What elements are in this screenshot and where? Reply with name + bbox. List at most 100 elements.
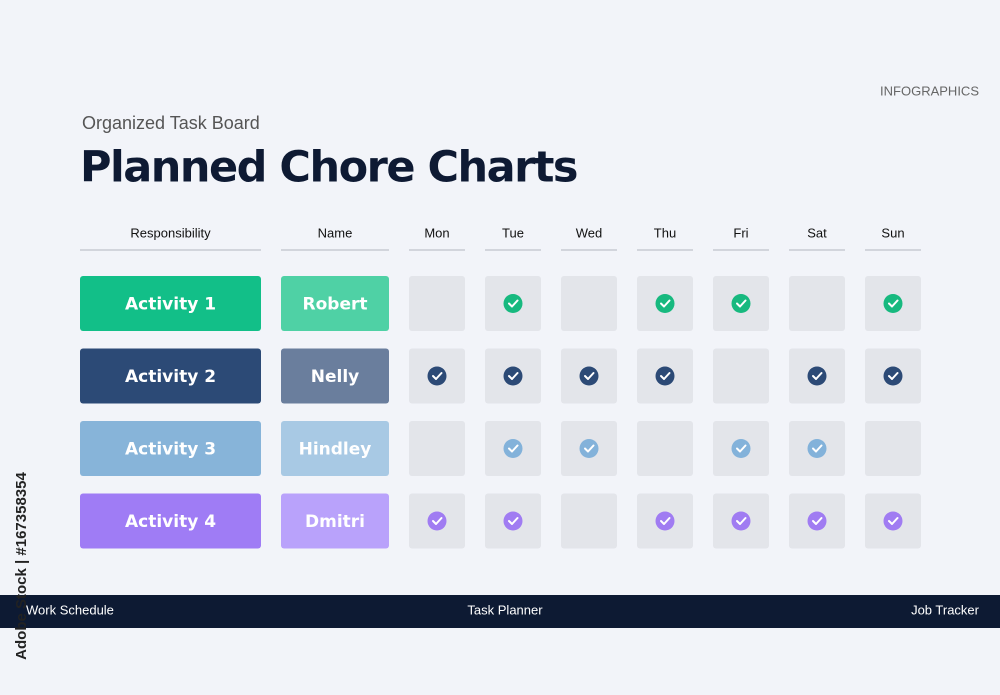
check-tick [736,517,747,525]
column-header: Wed [576,225,603,240]
name-label: Dmitri [305,512,365,532]
check-mark [503,294,523,313]
check-mark [503,439,523,458]
column-header: Tue [502,225,524,240]
check-circle [731,294,751,313]
day-cell [561,493,617,549]
check-tick [888,517,899,525]
check-tick [736,299,747,308]
title: Planned Chore Charts [80,143,577,193]
check-circle [579,439,599,458]
check-circle [503,511,523,531]
name-label: Hindley [299,440,372,460]
check-mark [427,511,447,531]
column-header: Thu [654,225,676,240]
check-circle [883,294,903,313]
header-underline [80,249,261,251]
check-tick [432,372,443,380]
check-tick [888,372,899,380]
column-header: Sun [881,225,904,240]
check-mark [579,439,599,458]
check-mark [807,439,827,458]
check-tick [660,299,671,308]
footer-left: Work Schedule [26,602,114,617]
name-cell [281,493,389,549]
footer-center: Task Planner [467,602,543,617]
check-circle [655,511,675,531]
check-circle [807,366,827,386]
day-cell [561,276,617,331]
column-header: Name [318,225,353,240]
check-circle [503,294,523,313]
activity-label: Activity 3 [125,440,216,460]
check-tick [660,517,671,525]
activity-label: Activity 4 [125,512,216,532]
column-header: Responsibility [130,225,211,240]
day-cell [409,276,465,331]
check-mark [807,366,827,386]
check-tick [508,444,519,453]
name-label: Nelly [311,367,360,387]
activity-cell [80,348,261,404]
check-circle [579,366,599,386]
check-mark [807,511,827,531]
tag: INFOGRAPHICS [880,83,979,98]
check-circle [655,294,675,313]
subtitle: Organized Task Board [82,113,260,133]
check-circle [427,366,447,386]
check-tick [660,372,671,380]
name-cell [281,421,389,476]
column-header: Sat [807,225,827,240]
day-cell [789,276,845,331]
check-mark [731,294,751,313]
activity-label: Activity 1 [125,295,216,315]
check-mark [427,366,447,386]
check-circle [731,511,751,531]
check-tick [812,444,823,453]
header-underline [713,249,769,251]
check-mark [883,511,903,531]
check-tick [432,517,443,525]
check-tick [812,372,823,380]
check-circle [807,511,827,531]
day-cell [865,421,921,476]
header-underline [409,249,465,251]
check-circle [883,366,903,386]
check-mark [883,294,903,313]
column-header: Fri [733,225,748,240]
header-underline [637,249,693,251]
day-cell [713,348,769,404]
check-mark [503,366,523,386]
column-header: Mon [424,225,449,240]
header-underline [281,249,389,251]
name-cell [281,276,389,331]
header-underline [789,249,845,251]
name-cell [281,348,389,404]
check-circle [731,439,751,458]
check-circle [503,439,523,458]
check-tick [584,372,595,380]
name-label: Robert [303,295,368,315]
check-mark [655,366,675,386]
check-mark [503,511,523,531]
day-cell [637,421,693,476]
side-text: Adobe Stock | #167358354 [13,472,30,660]
check-circle [655,366,675,386]
check-tick [584,444,595,453]
activity-cell [80,276,261,331]
header-underline [561,249,617,251]
check-mark [579,366,599,386]
check-circle [427,511,447,531]
check-circle [503,366,523,386]
check-tick [508,372,519,380]
footer-bar [0,595,1000,628]
day-cell [409,421,465,476]
header-underline [865,249,921,251]
check-mark [883,366,903,386]
activity-cell [80,421,261,476]
check-tick [888,299,899,308]
check-circle [807,439,827,458]
footer-right: Job Tracker [911,602,980,617]
